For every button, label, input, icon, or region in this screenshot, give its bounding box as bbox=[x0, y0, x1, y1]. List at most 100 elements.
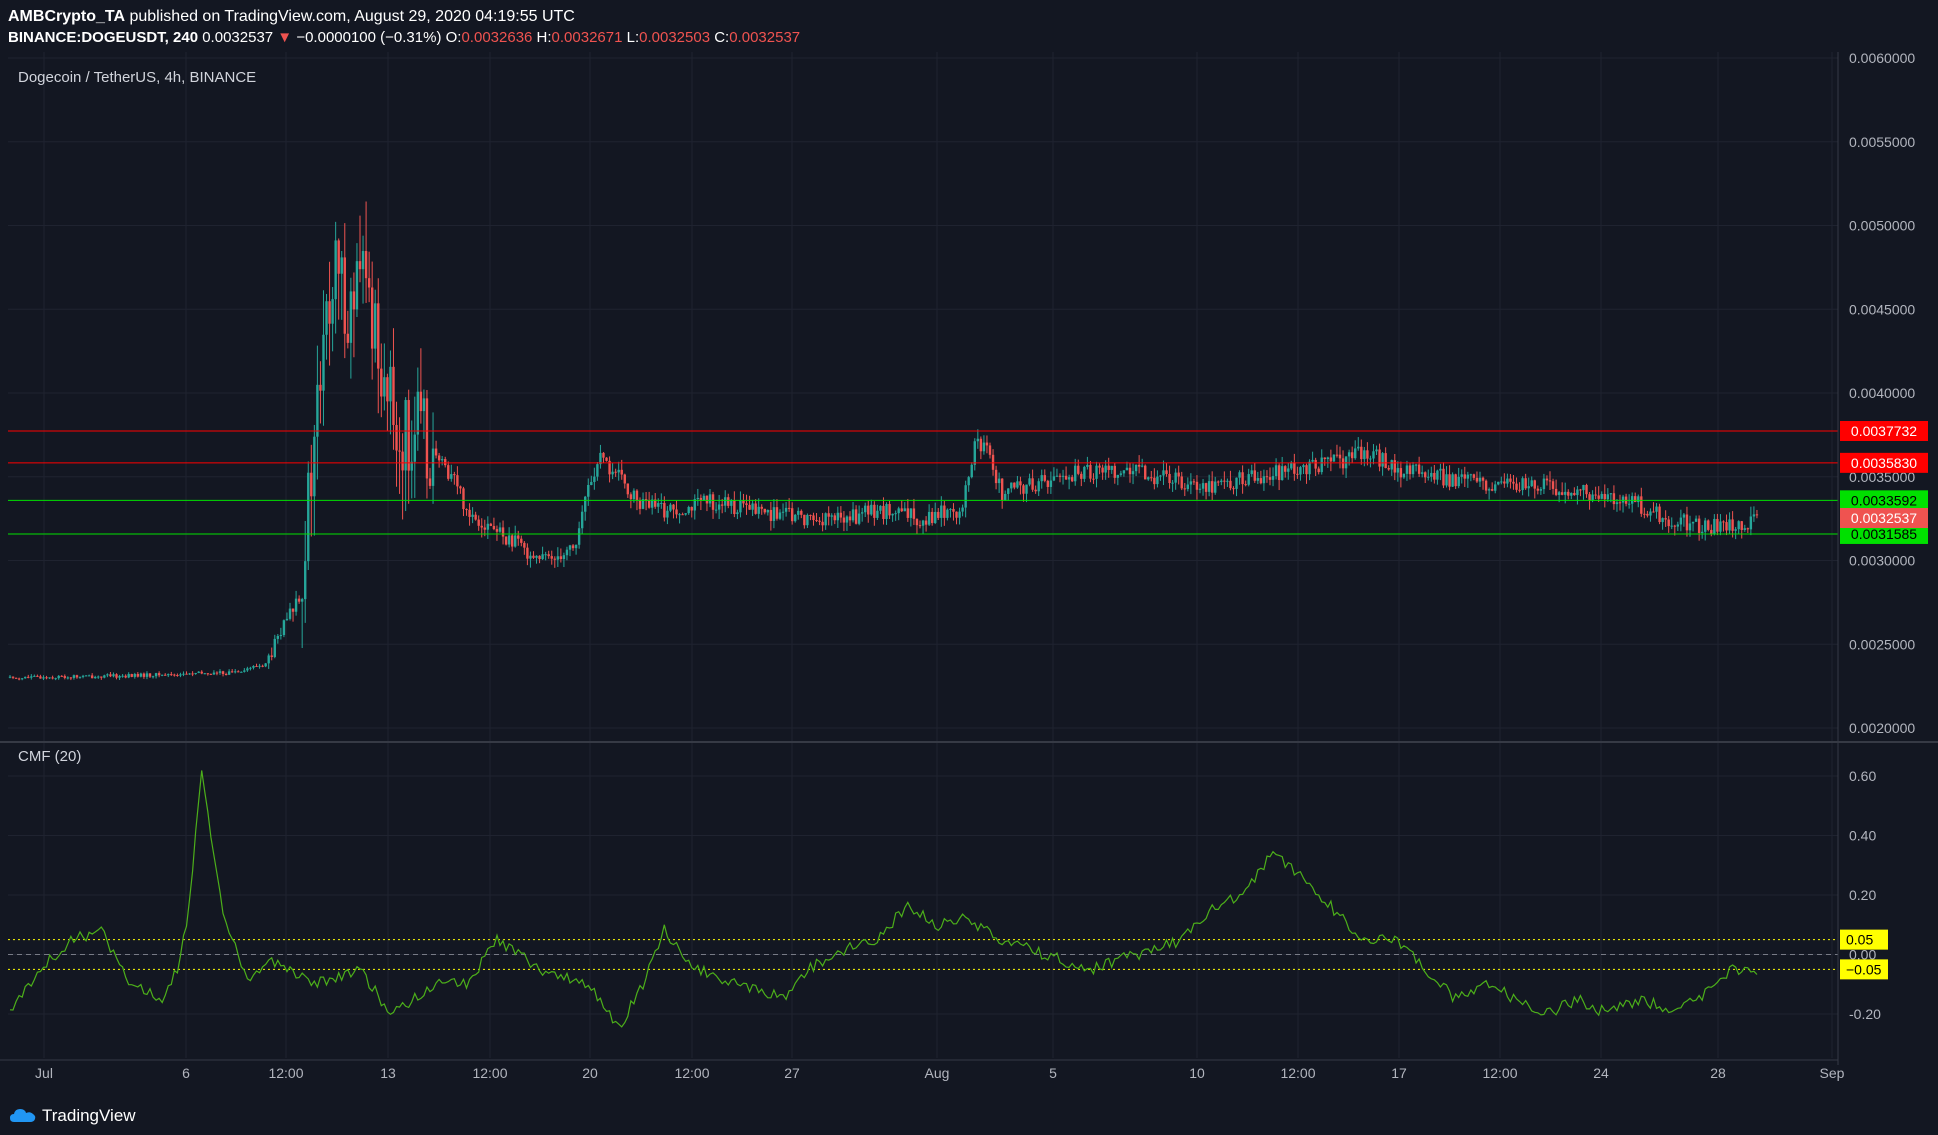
candle-body bbox=[934, 511, 937, 524]
candle-body bbox=[897, 508, 900, 514]
candle-body bbox=[599, 452, 602, 465]
candle-body bbox=[1354, 448, 1357, 459]
publisher-name[interactable]: AMBCrypto_TA bbox=[8, 8, 126, 25]
candle-body bbox=[240, 671, 243, 673]
candle-body bbox=[851, 509, 855, 521]
candle-body bbox=[81, 675, 85, 677]
candle-body bbox=[1414, 464, 1418, 466]
candle-body bbox=[1262, 476, 1266, 484]
candle-body bbox=[1004, 493, 1007, 501]
candle-body bbox=[30, 676, 33, 678]
candle-body bbox=[215, 672, 219, 674]
candle-body bbox=[1399, 468, 1403, 478]
candle-body bbox=[1299, 467, 1302, 475]
tradingview-logo[interactable]: TradingView bbox=[10, 1106, 136, 1126]
candle-body bbox=[118, 675, 121, 678]
candle-body bbox=[1000, 478, 1004, 501]
candle-body bbox=[745, 503, 748, 505]
candle-body bbox=[1551, 481, 1555, 489]
candle-body bbox=[383, 377, 386, 397]
candle-body bbox=[733, 500, 736, 515]
candle-body bbox=[1509, 478, 1512, 482]
candle-body bbox=[1016, 481, 1019, 488]
candle-body bbox=[434, 448, 438, 456]
candle-body bbox=[1515, 483, 1518, 490]
candle-body bbox=[1487, 489, 1491, 491]
candle-body bbox=[830, 515, 833, 517]
support-label-box bbox=[1840, 490, 1928, 511]
candle-body bbox=[1411, 465, 1415, 475]
candle-body bbox=[459, 486, 462, 489]
candle-body bbox=[437, 455, 441, 461]
candle-body bbox=[106, 674, 109, 676]
candle-body bbox=[593, 476, 596, 482]
candle-body bbox=[1271, 476, 1275, 480]
candle-body bbox=[1600, 493, 1603, 499]
candle-body bbox=[1643, 513, 1646, 515]
candle-body bbox=[1442, 468, 1445, 486]
low-label: L: bbox=[626, 29, 640, 46]
candle-body bbox=[1287, 468, 1290, 472]
candle-body bbox=[1013, 482, 1016, 488]
candle-body bbox=[1232, 488, 1235, 490]
candle-body bbox=[955, 511, 958, 518]
cmf-band-label: 0.05 bbox=[1846, 932, 1873, 948]
candle-body bbox=[1074, 465, 1077, 482]
candle-body bbox=[784, 507, 788, 512]
candle-body bbox=[346, 333, 350, 343]
candle-body bbox=[1089, 464, 1092, 479]
price-change: −0.0000100 (−0.31%) bbox=[296, 29, 442, 46]
candle-body bbox=[20, 678, 24, 680]
candle-body bbox=[1265, 476, 1269, 478]
candle-body bbox=[358, 261, 362, 270]
candle-body bbox=[1570, 492, 1573, 496]
candle-body bbox=[629, 494, 633, 500]
candle-body bbox=[103, 675, 106, 678]
candle-body bbox=[1241, 472, 1244, 485]
candle-body bbox=[620, 469, 623, 475]
candle-body bbox=[1314, 459, 1317, 469]
candle-body bbox=[663, 502, 666, 518]
candle-body bbox=[940, 505, 943, 518]
candle-body bbox=[447, 465, 450, 479]
candle-body bbox=[885, 504, 888, 519]
candle-body bbox=[94, 676, 97, 679]
candle-body bbox=[1375, 449, 1378, 452]
candle-body bbox=[1156, 476, 1159, 485]
candle-body bbox=[249, 667, 252, 669]
cmf-title: CMF (20) bbox=[18, 748, 81, 765]
candle-body bbox=[261, 665, 264, 667]
candle-body bbox=[1125, 467, 1129, 471]
candle-body bbox=[906, 508, 910, 518]
candle-body bbox=[714, 509, 718, 511]
candle-body bbox=[313, 436, 316, 497]
candle-body bbox=[909, 508, 913, 518]
candle-body bbox=[1567, 491, 1570, 496]
candle-body bbox=[921, 520, 925, 526]
resistance-label-box bbox=[1840, 452, 1928, 473]
time-tick-label: 5 bbox=[1049, 1065, 1057, 1081]
candle-body bbox=[1451, 474, 1454, 487]
candle-body bbox=[1140, 465, 1144, 467]
time-tick-label: 12:00 bbox=[268, 1065, 303, 1081]
candle-body bbox=[331, 299, 334, 324]
candle-body bbox=[775, 507, 779, 519]
candle-body bbox=[857, 513, 861, 524]
candle-body bbox=[1576, 489, 1579, 496]
candle-body bbox=[915, 518, 919, 526]
candle-body bbox=[127, 674, 130, 678]
candle-body bbox=[681, 514, 684, 516]
candle-body bbox=[1290, 462, 1293, 469]
candle-body bbox=[212, 672, 216, 675]
candle-body bbox=[1655, 506, 1658, 512]
candle-body bbox=[1214, 481, 1217, 493]
candle-body bbox=[894, 513, 897, 515]
candle-body bbox=[562, 555, 566, 560]
candle-body bbox=[230, 671, 234, 673]
close-label: C: bbox=[714, 29, 730, 46]
candle-body bbox=[1694, 518, 1698, 522]
candle-body bbox=[221, 671, 225, 674]
candle-body bbox=[876, 510, 879, 518]
candle-body bbox=[888, 504, 891, 516]
